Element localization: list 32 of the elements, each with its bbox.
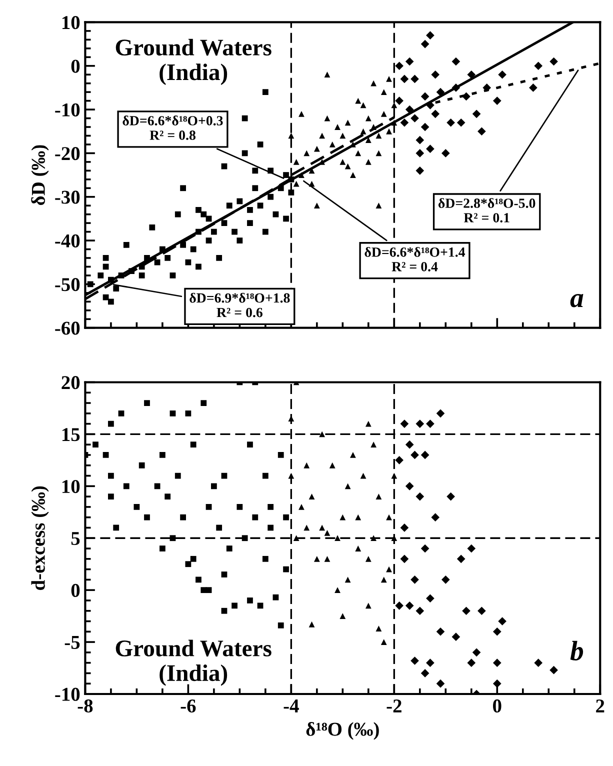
y-tick-label: 20 (62, 376, 80, 390)
y-axis-title: δD (‰) (31, 145, 49, 206)
annotation: δD=2.8*δ¹⁸O-5.0 R² = 0.1 (438, 198, 536, 223)
y-tick-label: 10 (62, 480, 80, 494)
y-tick-label: -40 (55, 234, 80, 248)
y-tick-label: -60 (55, 322, 80, 335)
x-tick-label: 2 (596, 699, 604, 712)
y-tick-label: 5 (71, 532, 80, 546)
x-tick-label: -2 (386, 699, 402, 712)
y-tick-label: 15 (62, 428, 80, 442)
annotation: δD=6.9*δ¹⁸O+1.8 R² = 0.6 (190, 292, 290, 318)
x-axis-title: δ¹⁸O (‰) (306, 722, 379, 740)
x-tick-label: -4 (284, 700, 299, 712)
y-tick-label: -30 (55, 190, 80, 204)
annotation: a (570, 294, 584, 308)
annotation: Ground Waters (India) (116, 38, 272, 85)
annotation: b (570, 640, 584, 660)
y-tick-label: 10 (62, 16, 80, 30)
x-tick-label: -8 (78, 699, 93, 713)
annotation: δD=6.6*δ¹⁸O+0.3 R² = 0.8 (122, 116, 223, 140)
x-tick-label: -6 (180, 699, 196, 713)
annotation: Ground Waters (India) (116, 640, 272, 686)
y-tick-label: -5 (64, 636, 80, 649)
y-tick-label: -10 (55, 103, 80, 116)
y-tick-label: -10 (55, 688, 80, 701)
y-tick-label: -20 (55, 147, 80, 160)
annotation: δD=6.6*δ¹⁸O+1.4 R² = 0.4 (364, 246, 466, 272)
y-tick-label: -50 (55, 278, 80, 292)
x-tick-label: 0 (493, 699, 502, 713)
y-axis-title: d-excess (‰) (31, 486, 49, 590)
y-tick-label: 0 (71, 584, 80, 598)
y-tick-label: 0 (71, 60, 80, 73)
